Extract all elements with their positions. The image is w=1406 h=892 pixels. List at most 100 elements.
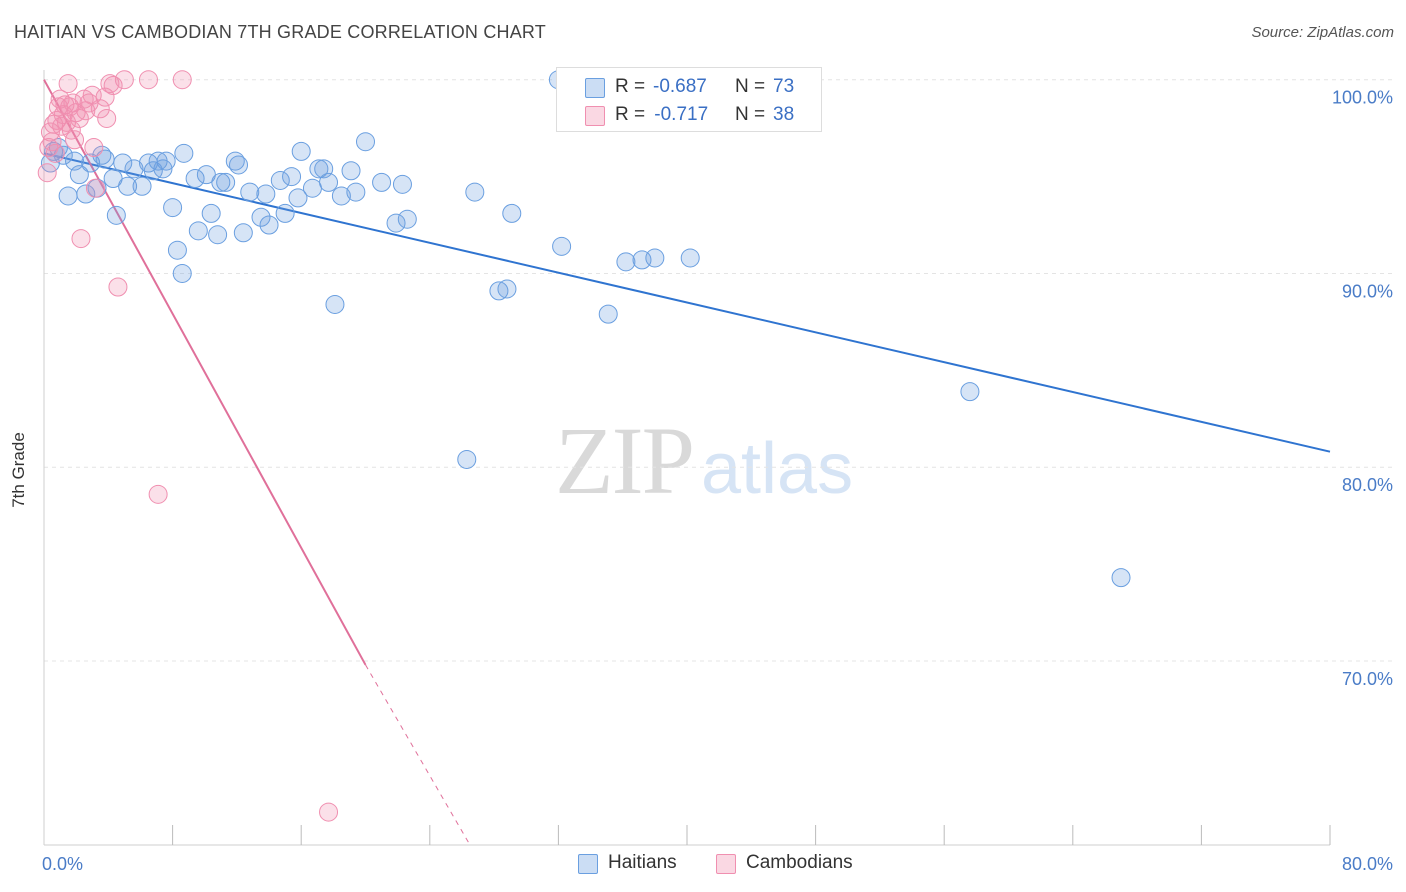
axes (43, 70, 1331, 846)
tick-labels: 100.0% 90.0% 80.0% 70.0% 0.0% 80.0% (42, 88, 1393, 874)
data-point-haitians (291, 141, 311, 161)
x-tick-label: 80.0% (1342, 854, 1393, 874)
data-point-haitians (680, 248, 700, 268)
data-point-cambodians (37, 163, 57, 183)
data-point-haitians (331, 186, 351, 206)
data-point-cambodians (148, 484, 168, 504)
data-point-haitians (552, 236, 572, 256)
data-point-haitians (598, 304, 618, 324)
data-point-haitians (124, 159, 144, 179)
data-point-haitians (118, 176, 138, 196)
data-points (37, 70, 1131, 822)
data-point-haitians (275, 203, 295, 223)
data-point-haitians (319, 172, 339, 192)
data-point-cambodians (90, 99, 110, 119)
r-value: -0.687 (653, 76, 707, 97)
data-point-cambodians (65, 130, 85, 150)
stats-row-haitians: R = -0.687 N = 73 (557, 72, 821, 102)
x-tick-label: 0.0% (42, 854, 83, 874)
data-point-haitians (346, 182, 366, 202)
data-point-haitians (132, 176, 152, 196)
r-value: -0.717 (649, 104, 709, 125)
data-point-haitians (174, 143, 194, 163)
data-point-cambodians (85, 178, 105, 198)
n-label: N = (735, 104, 766, 125)
r-label: R = (615, 104, 646, 125)
data-point-haitians (233, 223, 253, 243)
data-point-haitians (229, 155, 249, 175)
y-tick-label: 100.0% (1332, 88, 1393, 108)
data-point-cambodians (172, 70, 192, 90)
data-point-haitians (960, 382, 980, 402)
data-point-haitians (489, 281, 509, 301)
data-point-cambodians (71, 229, 91, 249)
data-point-haitians (92, 145, 112, 165)
trend-line-cambodians (43, 79, 367, 666)
data-point-haitians (1111, 568, 1131, 588)
data-point-haitians (211, 172, 231, 192)
data-point-haitians (372, 172, 392, 192)
data-point-cambodians (138, 70, 158, 90)
data-point-haitians (325, 294, 345, 314)
trend-extension-cambodians (365, 664, 471, 846)
data-point-haitians (95, 149, 115, 169)
data-point-cambodians (40, 122, 60, 142)
data-point-cambodians (103, 76, 123, 95)
data-point-haitians (172, 263, 192, 283)
watermark: ZIP atlas (555, 405, 853, 516)
data-point-haitians (616, 252, 636, 272)
data-point-haitians (156, 151, 176, 171)
data-point-haitians (465, 182, 485, 202)
data-point-haitians (288, 188, 308, 208)
data-point-haitians (645, 248, 665, 268)
data-point-cambodians (100, 74, 120, 94)
legend-label-cambodians: Cambodians (746, 852, 853, 873)
data-point-cambodians (108, 277, 128, 297)
data-point-haitians (163, 198, 183, 218)
data-point-haitians (76, 184, 96, 204)
data-point-haitians (457, 449, 477, 469)
data-point-haitians (167, 240, 187, 260)
watermark-atlas: atlas (701, 429, 854, 509)
stats-row-cambodians: R = -0.717 N = 38 (557, 100, 821, 130)
stats-box: R = -0.687 N = 73 R = -0.717 N = 38 (556, 67, 822, 132)
data-point-haitians (216, 172, 236, 192)
haitians-swatch (585, 78, 605, 98)
data-point-haitians (143, 161, 163, 181)
data-point-haitians (185, 169, 205, 188)
data-point-haitians (397, 209, 417, 229)
trend-lines (43, 79, 1331, 846)
data-point-haitians (81, 153, 101, 173)
y-tick-label: 90.0% (1342, 281, 1393, 301)
trend-line-haitians (43, 152, 1331, 453)
data-point-haitians (356, 132, 375, 152)
data-point-haitians (106, 205, 126, 225)
data-point-cambodians (69, 108, 89, 128)
data-point-haitians (341, 161, 361, 181)
data-point-haitians (392, 174, 412, 194)
data-point-haitians (309, 159, 329, 179)
watermark-zip: ZIP (555, 407, 695, 514)
data-point-haitians (259, 215, 279, 235)
data-point-haitians (225, 151, 245, 171)
data-point-haitians (302, 178, 322, 198)
data-point-haitians (282, 167, 302, 187)
data-point-haitians (256, 184, 276, 204)
cambodians-swatch (585, 106, 605, 126)
data-point-haitians (240, 182, 260, 202)
data-point-haitians (386, 213, 406, 233)
data-point-haitians (497, 279, 517, 299)
data-point-cambodians (84, 138, 104, 157)
legend-label-haitians: Haitians (608, 852, 677, 873)
data-point-cambodians (45, 143, 65, 163)
n-label: N = (735, 76, 766, 97)
n-value: 38 (773, 104, 795, 125)
r-label: R = (615, 76, 646, 97)
chart-title: HAITIAN VS CAMBODIAN 7TH GRADE CORRELATI… (14, 22, 547, 42)
data-point-haitians (153, 159, 173, 179)
data-point-cambodians (58, 74, 78, 94)
data-point-haitians (58, 186, 78, 206)
y-tick-label: 80.0% (1342, 475, 1393, 495)
data-point-haitians (188, 221, 208, 241)
